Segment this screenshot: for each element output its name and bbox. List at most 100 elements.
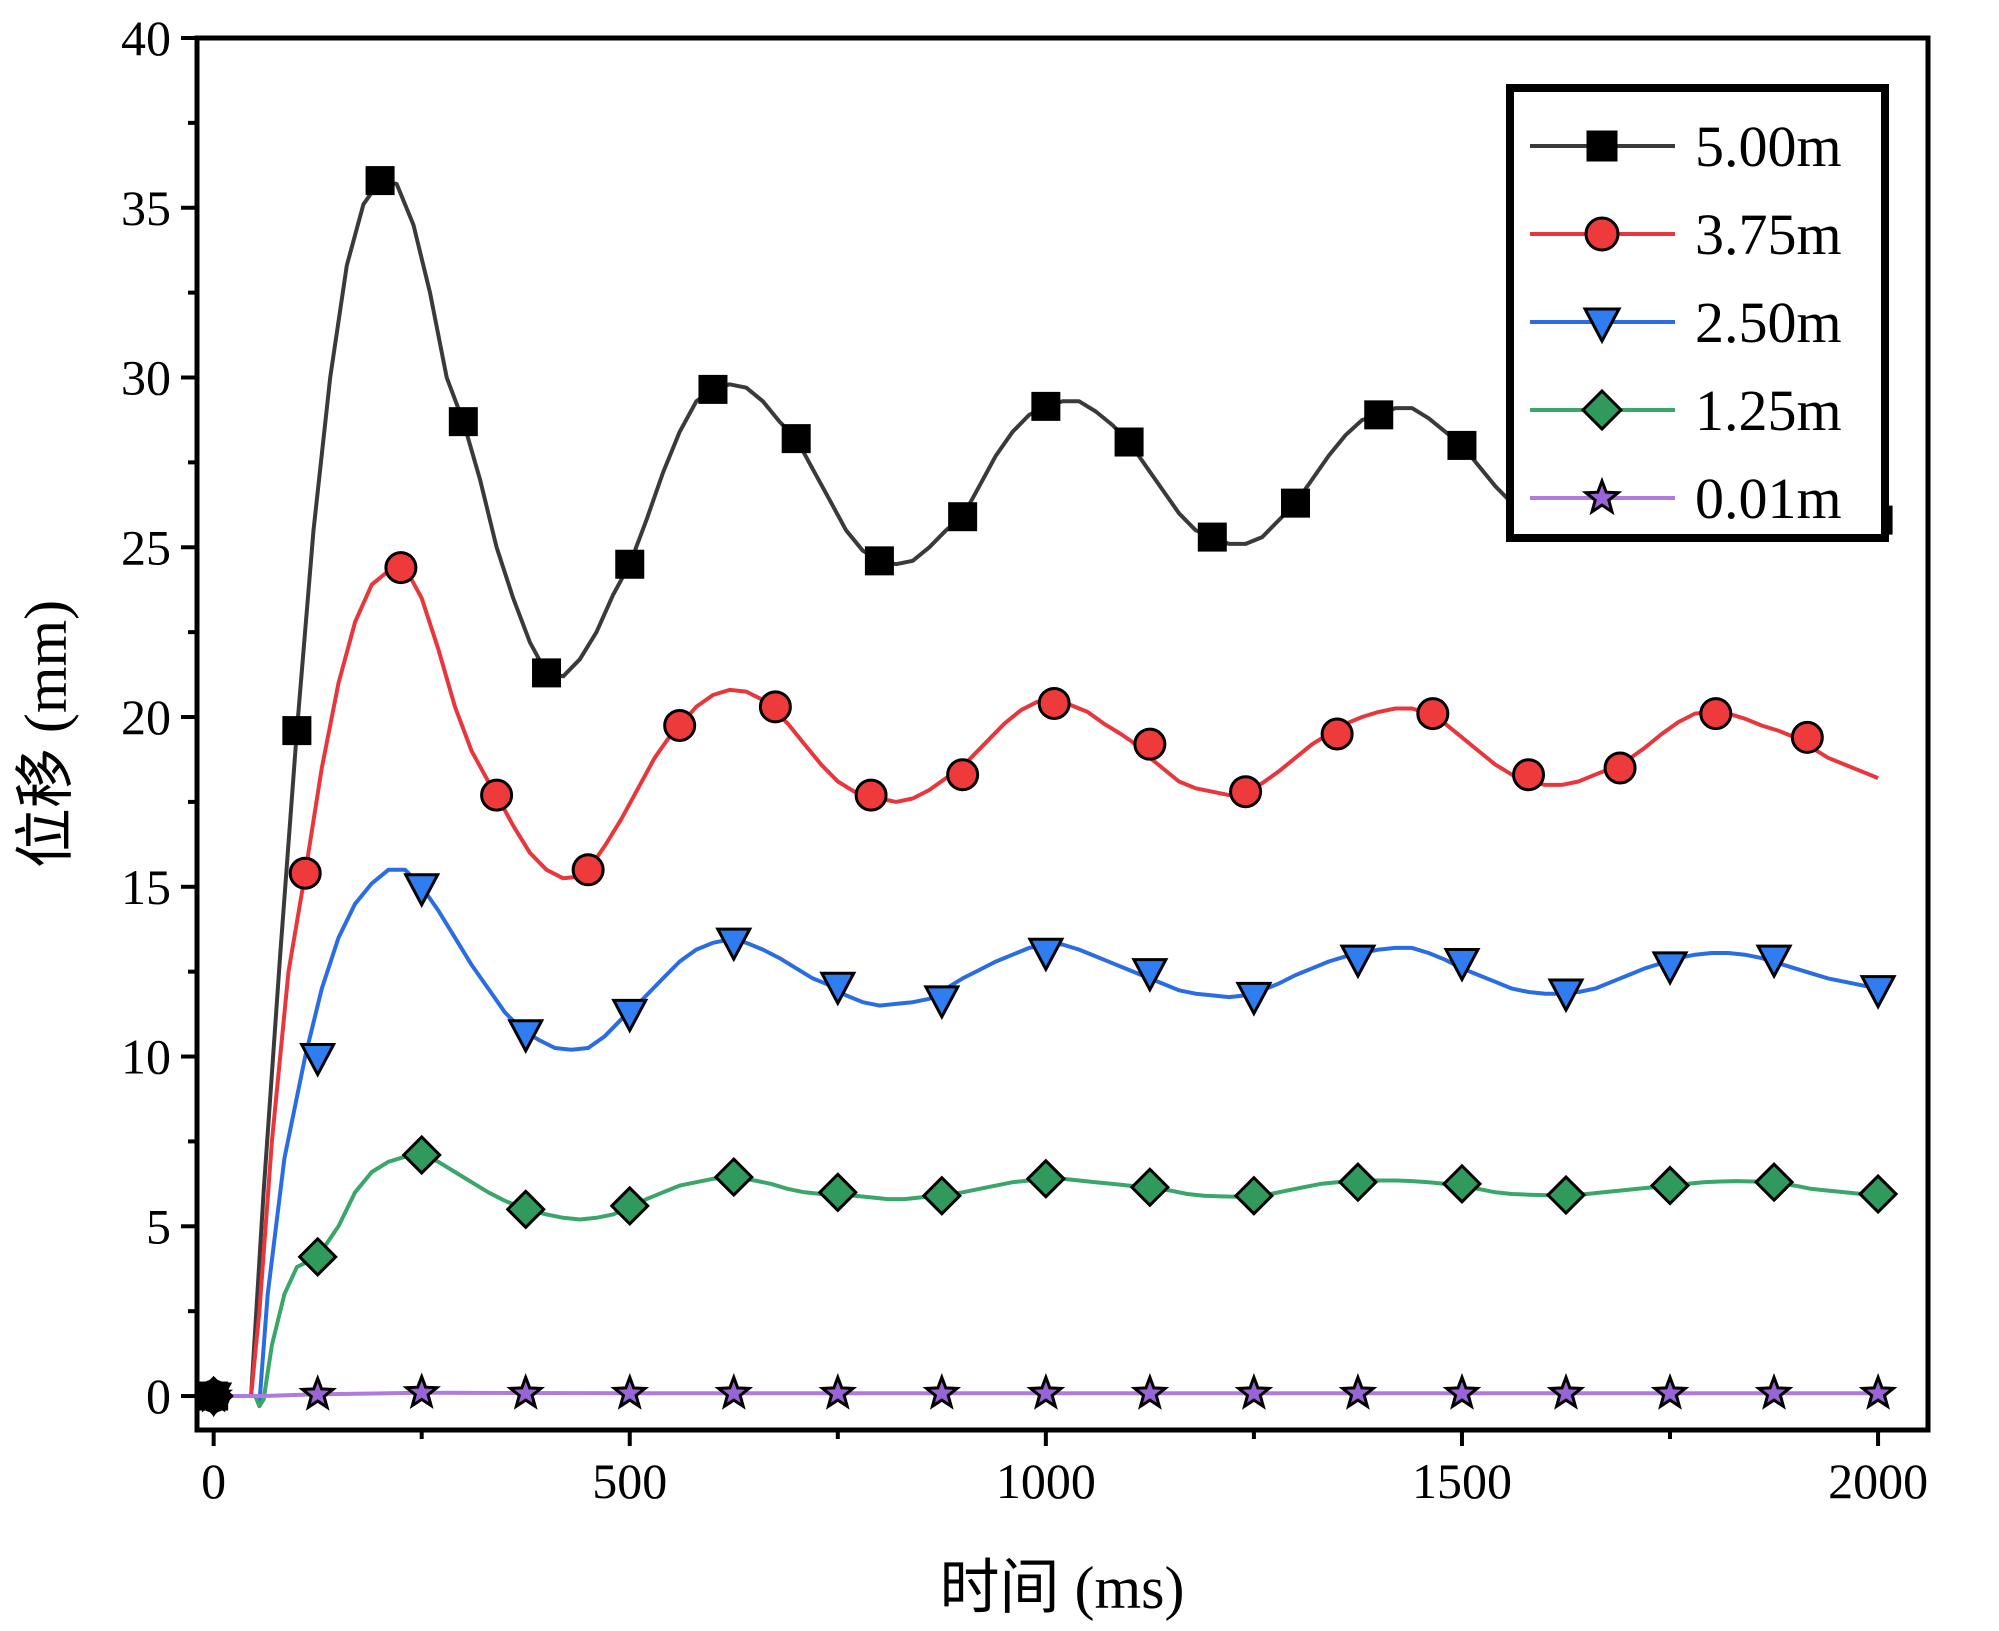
x-tick-label: 1000 bbox=[996, 1453, 1096, 1509]
marker-star bbox=[1130, 1373, 1170, 1410]
y-tick-label: 0 bbox=[146, 1368, 171, 1424]
marker-circle bbox=[854, 778, 888, 812]
marker-circle bbox=[1320, 717, 1354, 751]
legend-label: 3.75m bbox=[1695, 202, 1842, 267]
marker-diamond bbox=[609, 1185, 650, 1227]
marker-square bbox=[365, 166, 395, 196]
marker-diamond bbox=[921, 1175, 962, 1216]
marker-square bbox=[199, 1381, 229, 1411]
marker-star bbox=[818, 1373, 858, 1410]
marker-diamond bbox=[1857, 1173, 1899, 1215]
marker-square bbox=[282, 716, 312, 746]
marker-diamond bbox=[1545, 1174, 1587, 1216]
marker-star bbox=[1858, 1373, 1898, 1410]
marker-triangle-down bbox=[1027, 937, 1065, 973]
marker-diamond bbox=[297, 1236, 338, 1277]
marker-diamond bbox=[817, 1172, 858, 1213]
marker-triangle-down bbox=[1339, 944, 1377, 980]
marker-circle bbox=[1603, 751, 1637, 785]
marker-square bbox=[948, 502, 978, 532]
y-tick-label: 25 bbox=[121, 519, 171, 575]
legend: 5.00m 3.75m 2.50m 1.25m 0.01m bbox=[1506, 84, 1889, 542]
marker-triangle-down bbox=[507, 1019, 545, 1054]
marker-diamond bbox=[713, 1156, 754, 1198]
marker-triangle-down bbox=[819, 971, 857, 1007]
marker-star bbox=[1026, 1373, 1066, 1410]
marker-star bbox=[1338, 1373, 1378, 1410]
marker-star bbox=[506, 1373, 545, 1410]
legend-label: 5.00m bbox=[1695, 114, 1842, 179]
marker-circle bbox=[663, 709, 697, 743]
marker-diamond bbox=[1025, 1158, 1066, 1199]
marker-triangle-down bbox=[1859, 975, 1897, 1010]
marker-star bbox=[714, 1373, 754, 1410]
marker-star bbox=[1546, 1373, 1586, 1410]
marker-square bbox=[864, 546, 894, 576]
legend-label: 2.50m bbox=[1695, 290, 1842, 355]
legend-label: 1.25m bbox=[1695, 378, 1842, 443]
marker-circle bbox=[480, 778, 514, 812]
marker-triangle-down bbox=[611, 998, 649, 1034]
legend-label: 0.01m bbox=[1695, 466, 1842, 531]
marker-diamond bbox=[1337, 1162, 1379, 1203]
marker-diamond bbox=[505, 1189, 546, 1230]
marker-square bbox=[1281, 488, 1311, 518]
marker-circle bbox=[1790, 720, 1824, 754]
y-tick-label: 10 bbox=[121, 1029, 171, 1085]
legend-marker bbox=[1584, 216, 1620, 252]
marker-square bbox=[1114, 427, 1144, 457]
marker-circle bbox=[1699, 697, 1733, 731]
y-tick-label: 5 bbox=[146, 1198, 171, 1254]
marker-circle bbox=[571, 853, 605, 887]
marker-circle bbox=[288, 856, 322, 890]
marker-square bbox=[1364, 400, 1394, 430]
legend-marker bbox=[1581, 476, 1623, 516]
marker-diamond bbox=[1649, 1165, 1691, 1206]
marker-triangle-down bbox=[1755, 944, 1793, 980]
marker-circle bbox=[1133, 727, 1167, 761]
x-axis-title: 时间 (ms) bbox=[940, 1555, 1185, 1621]
marker-circle bbox=[758, 690, 792, 724]
legend-marker bbox=[1580, 388, 1624, 432]
legend-marker bbox=[1582, 307, 1622, 345]
marker-circle bbox=[946, 758, 980, 792]
marker-star bbox=[922, 1373, 962, 1410]
y-tick-label: 35 bbox=[121, 180, 171, 236]
y-tick-label: 40 bbox=[121, 10, 171, 66]
x-tick-label: 1500 bbox=[1412, 1453, 1512, 1509]
x-tick-label: 2000 bbox=[1828, 1453, 1928, 1509]
marker-square bbox=[781, 424, 811, 454]
marker-triangle-down bbox=[1131, 958, 1169, 993]
marker-triangle-down bbox=[1235, 981, 1273, 1017]
x-tick-label: 0 bbox=[201, 1453, 226, 1509]
marker-circle bbox=[1229, 775, 1263, 809]
legend-marker bbox=[1586, 130, 1618, 162]
marker-diamond bbox=[1129, 1167, 1171, 1208]
marker-triangle-down bbox=[1443, 947, 1481, 983]
plot-frame bbox=[194, 35, 1931, 1433]
marker-diamond bbox=[1753, 1162, 1795, 1203]
marker-star bbox=[610, 1373, 650, 1410]
marker-triangle-down bbox=[1547, 978, 1585, 1014]
marker-star bbox=[1442, 1373, 1482, 1410]
marker-star bbox=[1754, 1373, 1794, 1410]
marker-star bbox=[402, 1372, 441, 1410]
marker-square bbox=[698, 374, 728, 404]
marker-diamond bbox=[1233, 1175, 1275, 1216]
marker-circle bbox=[1416, 697, 1450, 731]
marker-diamond bbox=[1441, 1163, 1483, 1204]
marker-star bbox=[1650, 1373, 1690, 1410]
marker-triangle-down bbox=[403, 873, 441, 908]
marker-circle bbox=[1512, 758, 1546, 792]
marker-square bbox=[1197, 522, 1227, 552]
marker-triangle-down bbox=[299, 1043, 337, 1078]
y-tick-label: 20 bbox=[121, 689, 171, 745]
marker-triangle-down bbox=[1651, 951, 1689, 987]
y-tick-label: 30 bbox=[121, 350, 171, 406]
legend-box bbox=[1506, 84, 1889, 542]
marker-circle bbox=[384, 551, 418, 585]
marker-square bbox=[1447, 430, 1477, 460]
marker-star bbox=[298, 1374, 337, 1411]
y-tick-label: 15 bbox=[121, 859, 171, 915]
